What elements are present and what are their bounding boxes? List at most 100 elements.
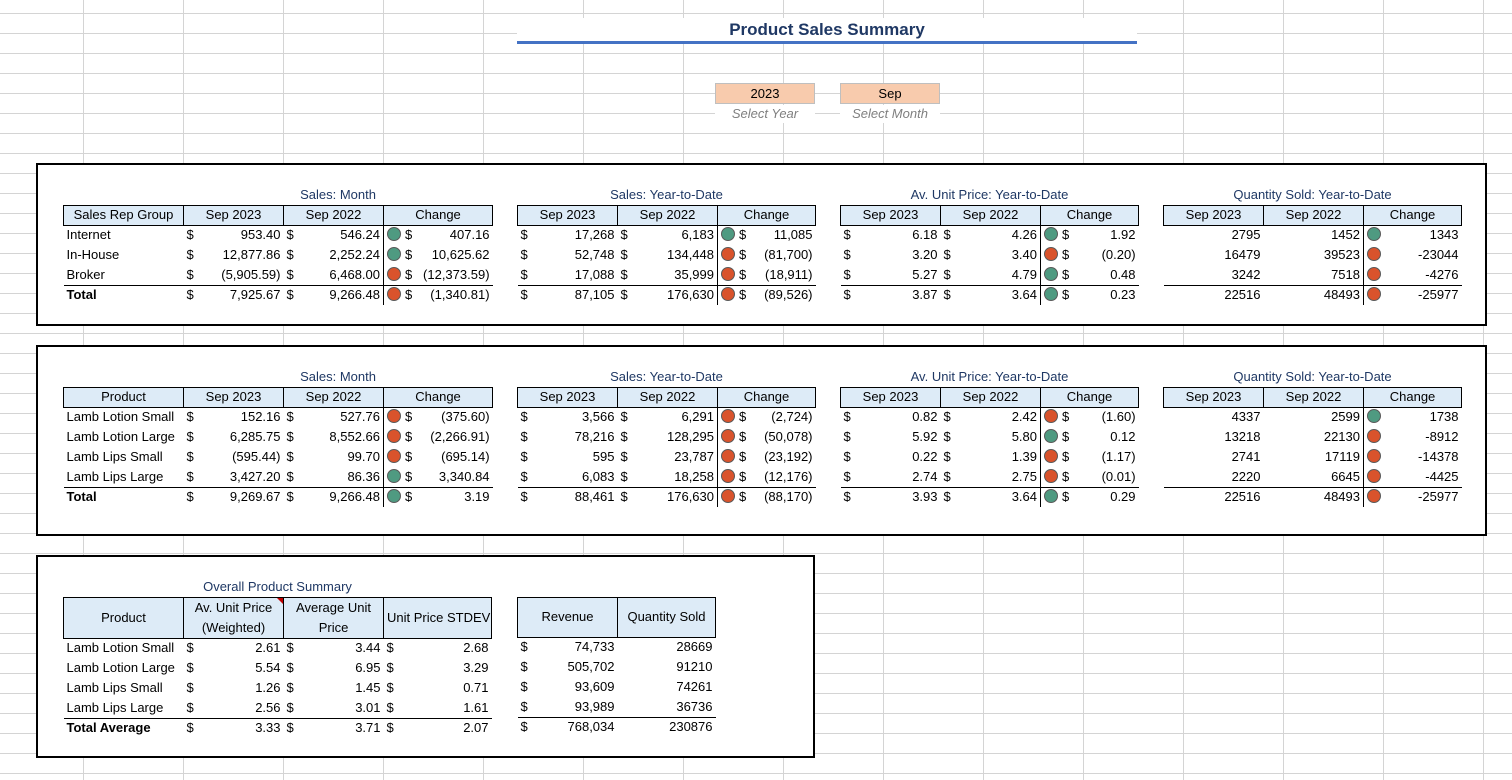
change-value: $0.29 bbox=[1039, 486, 1139, 507]
current-value: $87,105 bbox=[517, 284, 618, 305]
column-header: Sep 2023 bbox=[1163, 204, 1264, 226]
current-value: 2741 bbox=[1231, 449, 1261, 464]
currency-symbol: $ bbox=[943, 227, 951, 243]
prior-value: $9,266.48 bbox=[283, 486, 384, 507]
currency-symbol: $ bbox=[520, 409, 528, 425]
table-row: $9,269.67 $9,266.48 $3.19 bbox=[183, 486, 493, 507]
table-row: $505,702 91210 bbox=[518, 657, 716, 677]
revenue-value: $93,609 bbox=[520, 679, 615, 694]
current-value: $17,088 bbox=[520, 266, 615, 282]
trend-down-indicator-icon bbox=[721, 429, 735, 443]
currency-symbol: $ bbox=[739, 227, 747, 243]
overall-summary-table: Overall Product Summary Product Av. Unit… bbox=[63, 577, 493, 738]
change-value: -14378 bbox=[1362, 447, 1462, 467]
weighted-value: $1.26 bbox=[186, 680, 281, 695]
weighted-value: $2.61 bbox=[186, 640, 281, 656]
row-label: Lamb Lips Large bbox=[66, 468, 164, 484]
currency-symbol: $ bbox=[620, 247, 628, 262]
change-value: -4276 bbox=[1362, 265, 1462, 285]
column-header: Sep 2022 bbox=[1263, 204, 1364, 226]
prior-value: $1.39 bbox=[943, 449, 1038, 464]
change-value: $ (1.60) bbox=[1039, 407, 1139, 427]
column-header: Sep 2023 bbox=[840, 204, 941, 226]
table-row: $78,216 $128,295 $ (50,078) bbox=[518, 427, 816, 447]
overall-revenue-table: Revenue Quantity Sold $74,733 28669 $505,7… bbox=[517, 577, 716, 737]
prior-value: $128,295 bbox=[620, 429, 715, 444]
table-row: Lamb Lips Large $2.56 $3.01 $1.61 bbox=[64, 698, 492, 718]
currency-symbol: $ bbox=[843, 409, 851, 425]
currency-symbol: $ bbox=[286, 680, 294, 695]
trend-down-indicator-icon bbox=[1367, 429, 1381, 443]
prior-value: $99.70 bbox=[286, 449, 381, 464]
currency-symbol: $ bbox=[520, 698, 528, 714]
currency-symbol: $ bbox=[943, 247, 951, 262]
current-value: $3.93 bbox=[840, 486, 941, 507]
currency-symbol: $ bbox=[739, 468, 747, 484]
current-value: $ (595.44) bbox=[186, 449, 281, 464]
table-row: $3,566 $6,291 $ (2,724) bbox=[518, 407, 816, 427]
change-value: $0.23 bbox=[1039, 284, 1139, 305]
currency-symbol: $ bbox=[405, 429, 413, 444]
product-name: Lamb Lotion Small bbox=[66, 640, 175, 656]
currency-symbol: $ bbox=[620, 449, 628, 464]
current-value: $6.18 bbox=[843, 227, 938, 243]
table-row: $17,088 $35,999 $ (18,911) bbox=[518, 265, 816, 285]
month-selector[interactable]: Sep bbox=[840, 83, 940, 104]
current-value: $3.87 bbox=[840, 284, 941, 305]
currency-symbol: $ bbox=[1062, 468, 1070, 484]
table-row: $768,034 230876 bbox=[517, 716, 716, 737]
comment-indicator-icon[interactable] bbox=[277, 598, 283, 604]
column-header: Change bbox=[1039, 386, 1140, 408]
quantity-value: 28669 bbox=[676, 639, 713, 655]
change-value: $10,625.62 bbox=[382, 245, 493, 265]
currency-symbol: $ bbox=[943, 449, 951, 464]
currency-symbol: $ bbox=[1062, 227, 1070, 243]
header-stdev: Unit Price STDEV bbox=[382, 596, 493, 639]
column-header: Sep 2022 bbox=[940, 386, 1041, 408]
metric-title: Sales: Year-to-Date bbox=[517, 367, 816, 387]
currency-symbol: $ bbox=[943, 266, 951, 282]
table-row: $17,268 $6,183 $11,085 bbox=[518, 225, 816, 245]
currency-symbol: $ bbox=[286, 409, 294, 425]
trend-up-indicator-icon bbox=[387, 247, 401, 261]
currency-symbol: $ bbox=[1062, 247, 1070, 262]
prior-value: 48493 bbox=[1263, 486, 1364, 507]
currency-symbol: $ bbox=[286, 660, 294, 675]
currency-symbol: $ bbox=[286, 449, 294, 464]
change-value: $0.48 bbox=[1039, 265, 1139, 285]
currency-symbol: $ bbox=[405, 287, 413, 303]
current-value: $0.82 bbox=[843, 409, 938, 425]
weighted-value: $2.56 bbox=[186, 699, 281, 715]
currency-symbol: $ bbox=[186, 640, 194, 656]
current-value: $5.27 bbox=[843, 266, 938, 282]
current-value: $88,461 bbox=[517, 486, 618, 507]
current-value: $3,566 bbox=[520, 409, 615, 425]
page-title: Product Sales Summary bbox=[517, 18, 1137, 44]
metric-title: Quantity Sold: Year-to-Date bbox=[1163, 185, 1462, 205]
currency-symbol: $ bbox=[386, 699, 394, 715]
prior-value: $134,448 bbox=[620, 247, 715, 262]
trend-up-indicator-icon bbox=[1367, 409, 1381, 424]
table-row: $595 $23,787 $ (23,192) bbox=[518, 447, 816, 467]
trend-up-indicator-icon bbox=[1044, 489, 1058, 504]
metric-table: Sales: Month Sep 2023 Sep 2022 Change $953.4… bbox=[183, 185, 494, 305]
currency-symbol: $ bbox=[286, 287, 294, 303]
current-value: 22516 bbox=[1163, 486, 1264, 507]
change-value: -25977 bbox=[1362, 486, 1462, 507]
header-weighted-price: Av. Unit Price (Weighted) bbox=[183, 596, 284, 639]
change-value: -23044 bbox=[1362, 245, 1462, 265]
metric-title: Sales: Month bbox=[183, 185, 493, 205]
prior-value: $4.26 bbox=[943, 227, 1038, 243]
row-label-table: Product Lamb Lotion Small Lamb Lotion Larg… bbox=[63, 367, 184, 507]
currency-symbol: $ bbox=[286, 468, 294, 484]
metric-table: Av. Unit Price: Year-to-Date Sep 2023 Sep … bbox=[840, 367, 1140, 507]
current-value: 2220 bbox=[1231, 468, 1261, 484]
change-value: $0.12 bbox=[1039, 427, 1139, 447]
change-value: -4425 bbox=[1362, 467, 1462, 487]
row-label: Lamb Lotion Small bbox=[66, 409, 175, 425]
product-name: Lamb Lotion Large bbox=[66, 660, 175, 675]
change-value: $1.92 bbox=[1039, 225, 1139, 245]
year-selector[interactable]: 2023 bbox=[715, 83, 815, 104]
trend-down-indicator-icon bbox=[721, 247, 735, 261]
currency-symbol: $ bbox=[286, 720, 294, 736]
